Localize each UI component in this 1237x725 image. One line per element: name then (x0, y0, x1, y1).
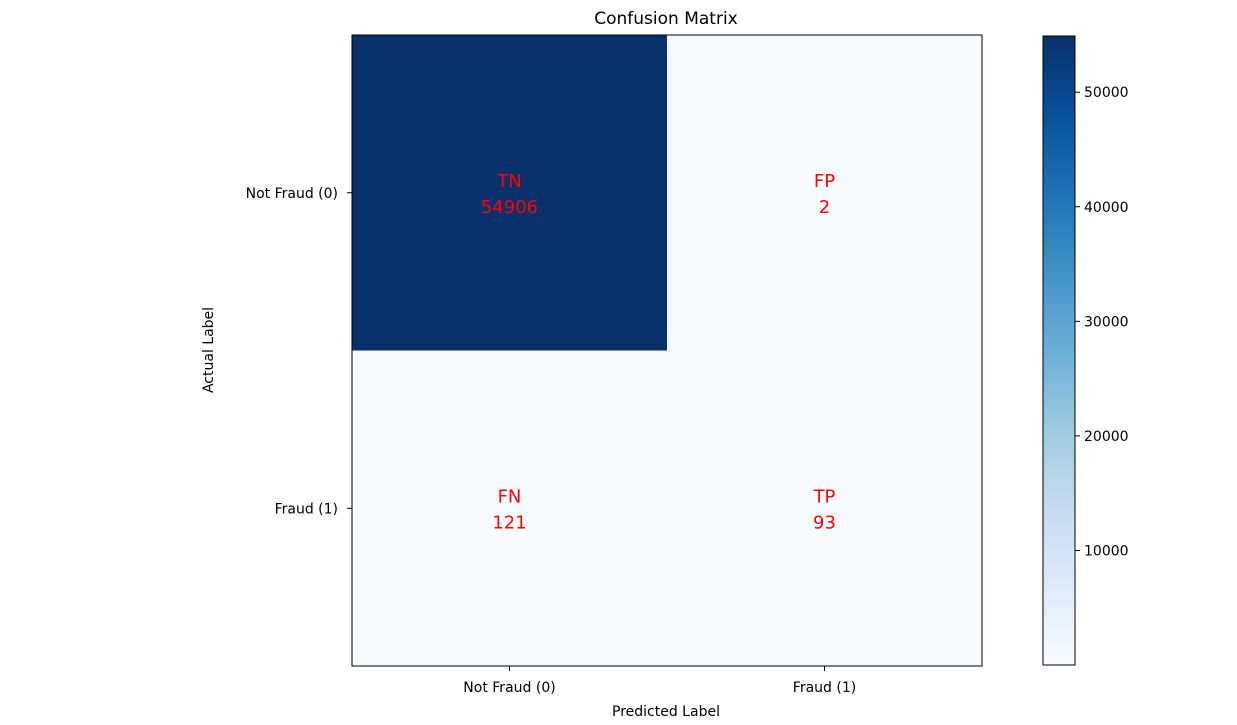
heatmap-cell-tn (352, 35, 667, 351)
x-tick-label: Not Fraud (0) (463, 680, 555, 696)
cell-label-tp: TP (813, 486, 836, 507)
cell-value-fp: 2 (819, 197, 830, 218)
x-axis-label: Predicted Label (612, 704, 720, 720)
cell-annotations: TN 54906 FP 2 FN 121 TP 93 (481, 171, 836, 534)
y-tick-label: Not Fraud (0) (246, 186, 338, 202)
colorbar-tick-label: 30000 (1084, 314, 1129, 330)
cell-value-fn: 121 (492, 512, 526, 533)
cell-value-tp: 93 (813, 512, 836, 533)
cell-label-fn: FN (498, 486, 522, 507)
colorbar-tick-label: 50000 (1084, 85, 1129, 101)
cell-value-tn: 54906 (481, 197, 538, 218)
cell-label-tn: TN (496, 171, 521, 192)
heatmap-cell-fp (667, 35, 982, 351)
y-axis-ticks: Not Fraud (0) Fraud (1) (246, 186, 352, 517)
heatmap-cells (352, 35, 982, 666)
plot-frame (351, 34, 983, 667)
colorbar-ticks: 10000 20000 30000 40000 50000 (1075, 85, 1129, 559)
colorbar (1042, 35, 1076, 666)
colorbar-tick-label: 40000 (1084, 200, 1129, 216)
colorbar-tick-label: 10000 (1084, 543, 1129, 559)
x-tick-label: Fraud (1) (793, 680, 856, 696)
cell-label-fp: FP (814, 171, 835, 192)
chart-title: Confusion Matrix (594, 9, 738, 29)
y-tick-label: Fraud (1) (275, 501, 338, 517)
heatmap-cell-tp (667, 350, 982, 666)
x-axis-ticks: Not Fraud (0) Fraud (1) (463, 666, 856, 696)
y-axis-label: Actual Label (201, 307, 217, 393)
heatmap-cell-fn (352, 350, 667, 666)
colorbar-tick-label: 20000 (1084, 429, 1129, 445)
